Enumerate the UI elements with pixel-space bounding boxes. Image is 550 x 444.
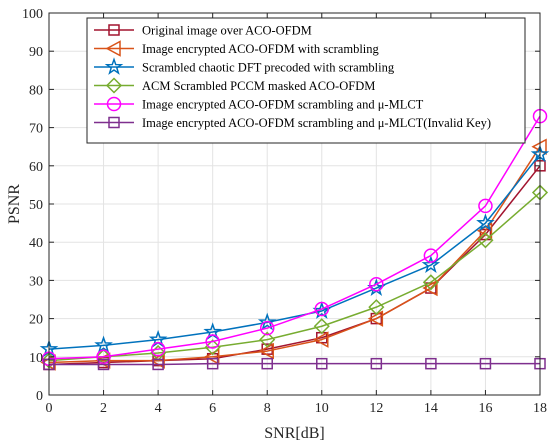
square-marker xyxy=(108,116,120,129)
x-axis-label: SNR[dB] xyxy=(264,425,324,442)
y-tick-label: 100 xyxy=(22,7,43,22)
circle-marker xyxy=(259,320,275,336)
circle-marker xyxy=(205,334,220,349)
diamond-marker xyxy=(368,299,385,316)
y-tick-label: 60 xyxy=(29,160,43,175)
x-tick-label: 8 xyxy=(264,401,271,416)
legend-label: Original image over ACO-OFDM xyxy=(142,24,312,38)
y-axis-label: PSNR xyxy=(6,184,23,224)
x-tick-label: 14 xyxy=(424,401,438,416)
circle-marker xyxy=(369,276,384,292)
y-tick-label: 90 xyxy=(29,45,43,60)
square-marker xyxy=(152,358,164,371)
triangle-left-marker xyxy=(422,279,438,297)
star-marker xyxy=(421,255,441,274)
y-tick-label: 40 xyxy=(29,236,43,251)
circle-marker xyxy=(423,248,439,263)
axis-ticks: 0 2 4 6 8 10 12 14 16 18 0 10 20 30 40 50 60 70 80 90 100 xyxy=(22,7,547,416)
legend-item-3: Scrambled chaotic DFT precoded with scra… xyxy=(94,57,395,75)
square-marker xyxy=(261,357,273,370)
legend-item-1: Original image over ACO-OFDM xyxy=(94,24,312,38)
x-tick-label: 10 xyxy=(315,401,329,416)
star-marker xyxy=(476,213,495,232)
triangle-left-marker xyxy=(258,342,274,360)
diamond-marker xyxy=(259,331,276,348)
square-marker xyxy=(316,357,328,370)
y-tick-label: 70 xyxy=(29,122,43,137)
star-marker xyxy=(312,301,332,319)
circle-marker xyxy=(106,96,122,112)
x-tick-label: 6 xyxy=(209,401,216,416)
triangle-left-marker xyxy=(105,40,121,57)
x-tick-label: 0 xyxy=(46,401,53,416)
diamond-marker xyxy=(313,318,330,335)
y-tick-label: 20 xyxy=(29,313,43,328)
legend-label: Image encrypted ACO-OFDM scrambling and … xyxy=(142,98,424,112)
legend-item-5: Image encrypted ACO-OFDM scrambling and … xyxy=(94,96,424,112)
star-marker xyxy=(94,335,113,354)
x-tick-label: 16 xyxy=(478,401,492,416)
square-marker xyxy=(206,357,219,370)
x-tick-label: 18 xyxy=(533,401,547,416)
legend-label: Image encrypted ACO-OFDM with scrambling xyxy=(142,42,380,56)
x-tick-label: 4 xyxy=(155,401,162,416)
diamond-marker xyxy=(105,77,123,94)
star-marker xyxy=(104,57,124,75)
legend-label: Scrambled chaotic DFT precoded with scra… xyxy=(142,61,395,75)
series-line xyxy=(49,362,540,366)
x-tick-label: 12 xyxy=(369,401,383,416)
legend-item-6: Image encrypted ACO-OFDM scrambling and … xyxy=(94,116,491,130)
star-marker xyxy=(257,312,277,331)
legend-label: Image encrypted ACO-OFDM scrambling and … xyxy=(142,116,491,130)
y-tick-label: 50 xyxy=(29,198,43,213)
series-line xyxy=(48,146,541,364)
y-tick-label: 80 xyxy=(29,83,43,98)
legend-item-2: Image encrypted ACO-OFDM with scrambling xyxy=(94,40,380,57)
square-marker xyxy=(97,358,110,371)
square-marker xyxy=(425,357,437,370)
circle-marker xyxy=(314,301,330,317)
y-tick-label: 0 xyxy=(36,389,43,404)
legend-item-4: ACM Scrambled PCCM masked ACO-OFDM xyxy=(94,77,375,94)
x-tick-label: 2 xyxy=(100,401,107,416)
series-5 xyxy=(41,108,548,366)
diamond-marker xyxy=(477,232,494,249)
square-marker xyxy=(370,357,383,370)
series-line xyxy=(48,191,541,362)
triangle-left-marker xyxy=(313,331,329,348)
triangle-left-marker xyxy=(367,310,384,327)
legend-label: ACM Scrambled PCCM masked ACO-OFDM xyxy=(142,79,375,93)
legend-box xyxy=(86,17,526,144)
circle-marker xyxy=(150,341,166,357)
series-line xyxy=(48,153,541,350)
square-marker xyxy=(108,24,120,36)
series-layer xyxy=(39,108,550,371)
diamond-marker xyxy=(422,274,439,291)
y-tick-label: 30 xyxy=(29,274,43,289)
y-tick-label: 10 xyxy=(29,351,43,366)
circle-marker xyxy=(478,198,493,214)
legend: Original image over ACO-OFDM Image encryp… xyxy=(86,17,526,144)
series-line xyxy=(48,115,541,360)
circle-marker xyxy=(96,349,111,365)
square-marker xyxy=(479,357,492,370)
